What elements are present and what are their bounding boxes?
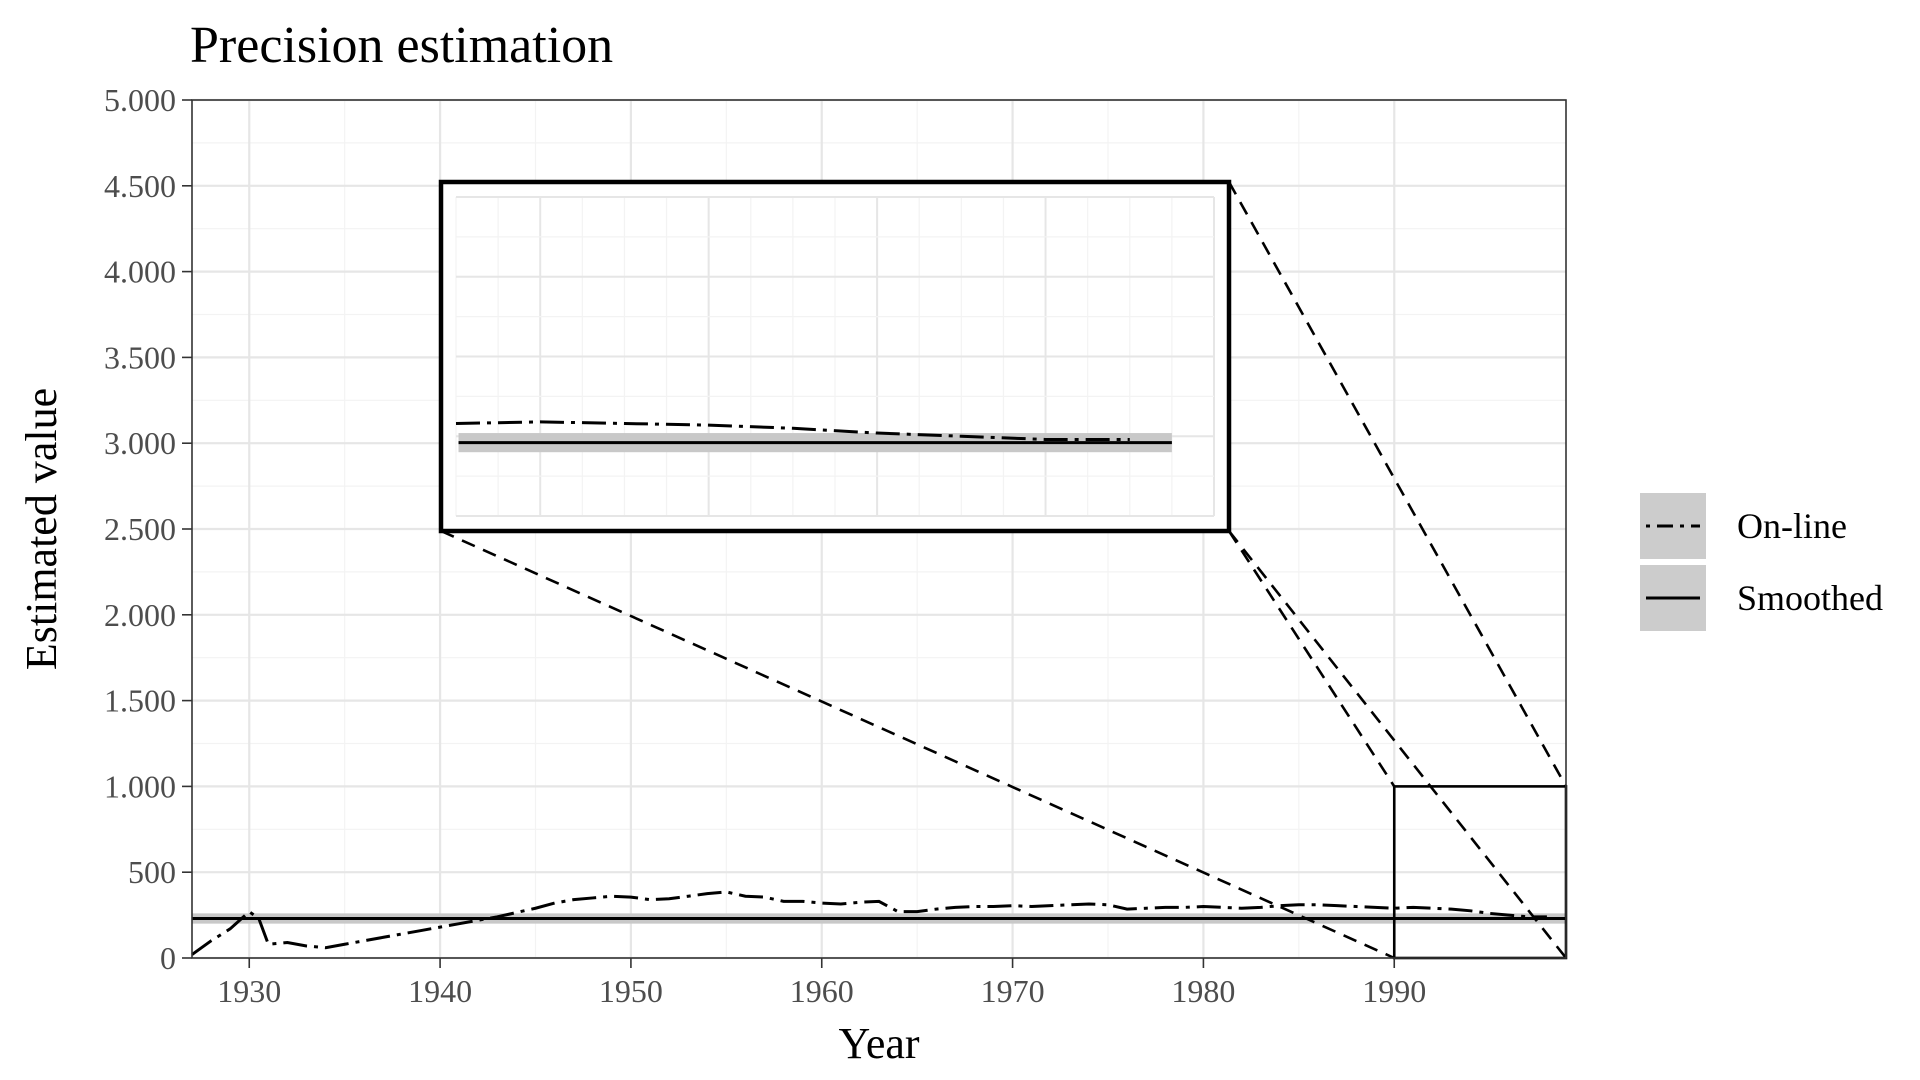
y-tick-label: 1.000	[104, 768, 176, 804]
x-tick-label: 1950	[599, 973, 663, 1009]
x-tick-label: 1980	[1171, 973, 1235, 1009]
chart-title: Precision estimation	[190, 17, 613, 74]
zoom-inset	[438, 179, 1232, 534]
legend-label: On-line	[1737, 506, 1847, 546]
x-tick-label: 1960	[790, 973, 854, 1009]
zoom-online-line	[455, 420, 1130, 441]
zoom-connector	[1227, 530, 1396, 788]
zoom-inset-frame	[438, 179, 1232, 534]
x-tick-label: 1990	[1362, 973, 1426, 1009]
legend: On-line Smoothed	[1640, 493, 1883, 631]
y-tick-label: 2.000	[104, 597, 176, 633]
zoom-connector	[1227, 530, 1568, 959]
y-tick-label: 0	[160, 940, 176, 976]
series-layer	[191, 890, 1566, 956]
zoom-connector	[1227, 181, 1568, 788]
x-tick-label: 1930	[217, 973, 281, 1009]
y-tick-label: 5.000	[104, 82, 176, 118]
y-tick-label: 1.500	[104, 683, 176, 719]
x-axis: 1930 1940 1950 1960 1970 1980 1990	[217, 958, 1426, 1009]
legend-label: Smoothed	[1737, 578, 1883, 618]
y-tick-label: 3.000	[104, 425, 176, 461]
y-tick-label: 4.500	[104, 168, 176, 204]
y-tick-label: 500	[128, 854, 176, 890]
x-axis-label: Year	[838, 1019, 919, 1068]
y-tick-label: 4.000	[104, 254, 176, 290]
y-tick-label: 3.500	[104, 339, 176, 375]
zoom-layer	[438, 179, 1568, 960]
plot-panel	[191, 98, 1568, 960]
x-tick-label: 1970	[981, 973, 1045, 1009]
x-tick-label: 1940	[408, 973, 472, 1009]
y-tick-label: 2.500	[104, 511, 176, 547]
y-axis-label: Estimated value	[17, 388, 66, 670]
y-axis: 0 500 1.000 1.500 2.000 2.500 3.000 3.500 4.000 4…	[104, 82, 192, 976]
zoom-connector	[440, 529, 1395, 960]
